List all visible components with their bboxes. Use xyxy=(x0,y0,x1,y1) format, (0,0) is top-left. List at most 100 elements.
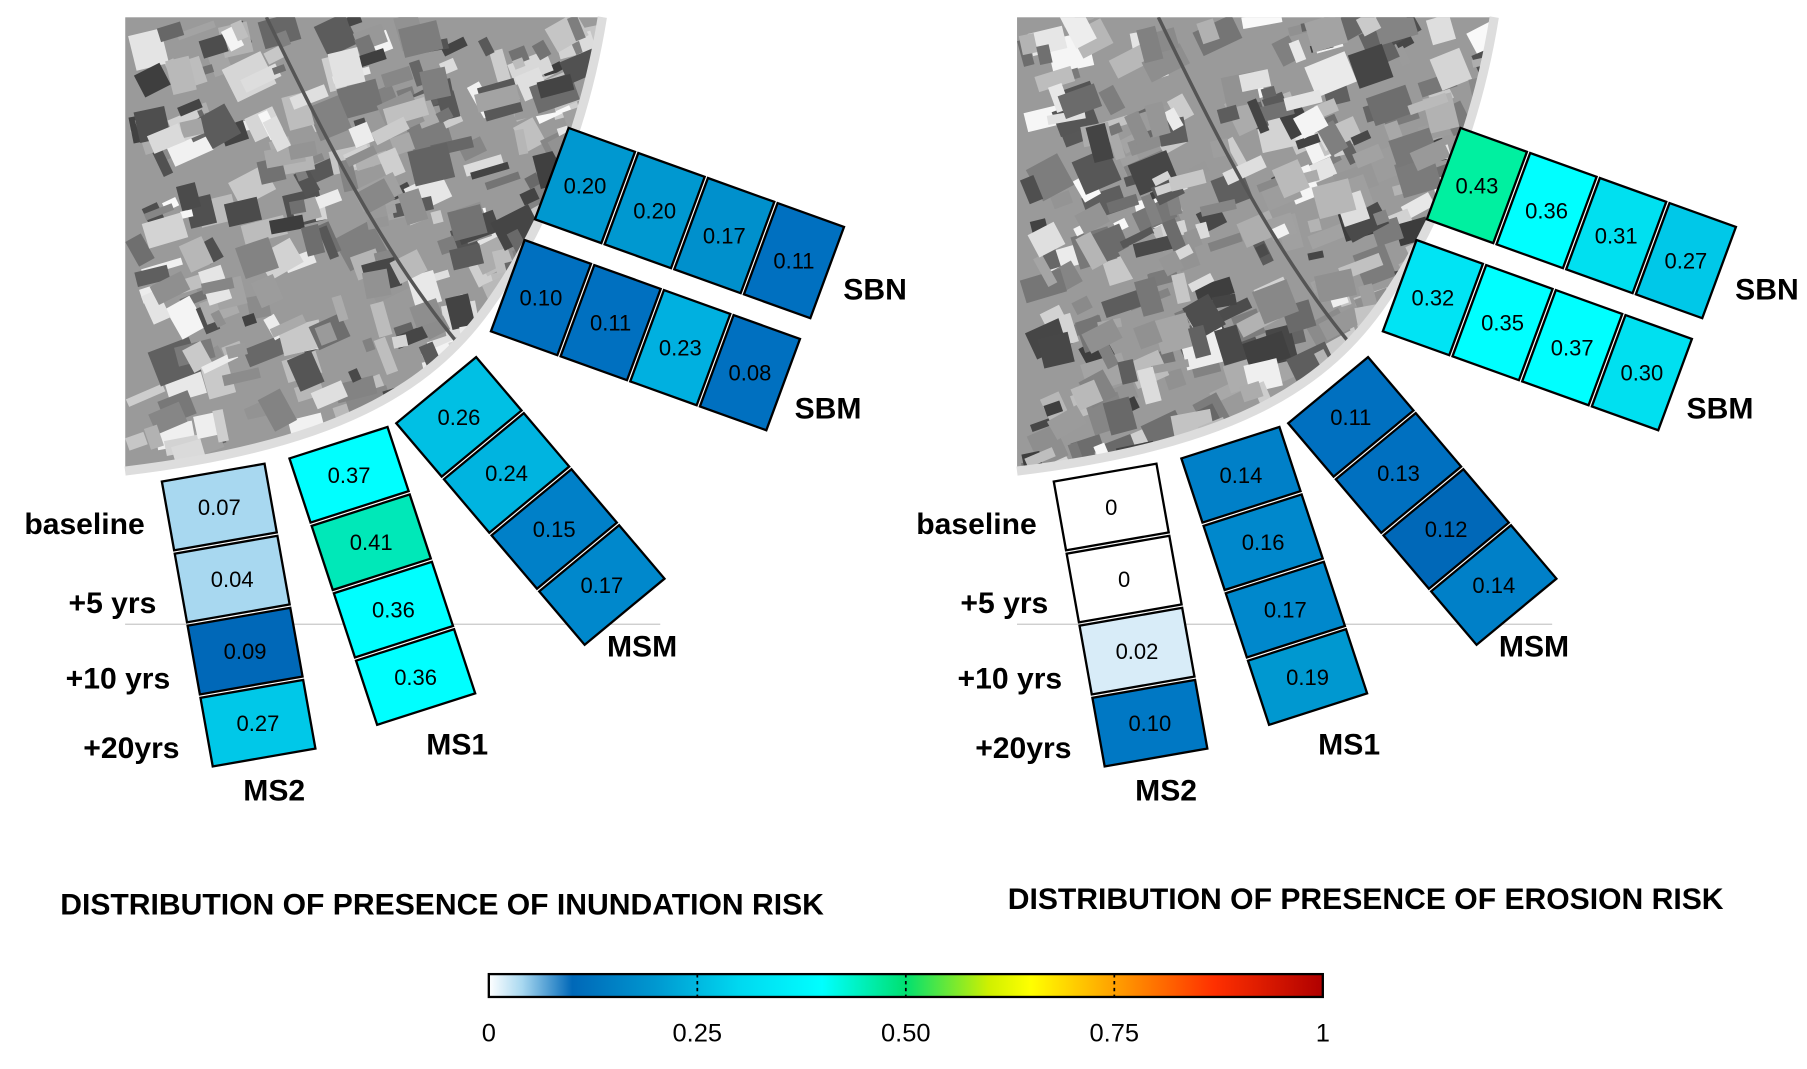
cell-value: 0.11 xyxy=(590,311,631,336)
colorbar-tick-label: 0.25 xyxy=(673,1020,723,1048)
risk-cell xyxy=(394,355,524,479)
site-label: MS2 xyxy=(243,774,305,807)
site-sbn: 0.20 0.20 0.17 0.11 xyxy=(533,126,846,320)
risk-cell xyxy=(489,238,593,357)
cell-value: 0.17 xyxy=(703,224,746,249)
row-label: +5 yrs xyxy=(960,587,1048,620)
risk-cell xyxy=(160,462,279,552)
risk-cell xyxy=(1495,151,1599,270)
risk-cell xyxy=(354,627,477,727)
risk-cell xyxy=(1634,201,1738,320)
cell-value: 0.10 xyxy=(1128,711,1171,736)
cell-value: 0.26 xyxy=(438,405,481,430)
risk-cell xyxy=(742,201,846,320)
risk-cell xyxy=(310,492,433,592)
cell-value: 0.07 xyxy=(198,495,241,520)
risk-cell xyxy=(1590,313,1694,432)
cell-value: 0.31 xyxy=(1595,224,1638,249)
risk-cell xyxy=(559,263,663,382)
risk-cell xyxy=(1286,355,1416,479)
row-label: +20yrs xyxy=(975,732,1071,765)
site-label: SBM xyxy=(795,393,862,426)
cell-value: 0.10 xyxy=(520,286,563,311)
row-label: baseline xyxy=(916,508,1036,541)
row-label: +20yrs xyxy=(83,732,179,765)
site-label: MS1 xyxy=(426,729,488,762)
cell-value: 0.15 xyxy=(533,517,576,542)
risk-cell xyxy=(1091,678,1209,768)
cell-value: 0.19 xyxy=(1286,665,1329,690)
risk-cell xyxy=(287,425,411,525)
site-msm: 0.26 0.24 0.15 0.17 xyxy=(394,355,667,647)
cell-value: 0.14 xyxy=(1472,573,1515,598)
risk-cell xyxy=(533,126,637,245)
cell-value: 0.37 xyxy=(328,463,371,488)
cell-value: 0.11 xyxy=(1330,405,1371,430)
cell-value: 0.27 xyxy=(1664,249,1707,274)
risk-cell xyxy=(1425,126,1529,245)
cell-value: 0.17 xyxy=(1264,598,1307,623)
site-label: MS2 xyxy=(1135,774,1197,807)
risk-cell xyxy=(1381,467,1511,591)
risk-cell xyxy=(332,560,455,659)
site-ms1: 0.14 0.16 0.17 0.19 xyxy=(1179,425,1369,727)
risk-cell xyxy=(173,534,292,624)
risk-cell xyxy=(1451,263,1555,382)
risk-cell xyxy=(186,606,304,696)
site-label: MS1 xyxy=(1318,729,1380,762)
cell-value: 0.43 xyxy=(1455,174,1498,199)
cell-value: 0.36 xyxy=(394,665,437,690)
colorbar-tick-label: 0.75 xyxy=(1090,1020,1140,1048)
cell-value: 0.27 xyxy=(237,711,280,736)
erosion-panel: 0 0 0.02 0.10 MS2 0.14 0.16 0.17 0.19 MS1 0.11 0.13… xyxy=(916,16,1799,807)
risk-cell xyxy=(1429,523,1559,647)
cell-value: 0.20 xyxy=(564,174,607,199)
site-label: MSM xyxy=(1499,630,1569,663)
cell-value: 0.13 xyxy=(1377,461,1420,486)
risk-cell xyxy=(1202,492,1325,592)
cell-value: 0.14 xyxy=(1220,463,1263,488)
site-ms2: 0 0 0.02 0.10 xyxy=(1052,462,1209,768)
row-label: +10 yrs xyxy=(958,662,1063,695)
inundation-title: DISTRIBUTION OF PRESENCE OF INUNDATION R… xyxy=(60,889,824,922)
cell-value: 0.04 xyxy=(211,567,254,592)
site-label: SBN xyxy=(1735,274,1799,307)
colorbar-tick-label: 0.50 xyxy=(881,1020,931,1048)
risk-cell xyxy=(628,288,732,407)
cell-value: 0 xyxy=(1105,495,1117,520)
colorbar: 0 0.25 0.50 0.75 1 xyxy=(482,972,1330,1048)
site-sbn: 0.43 0.36 0.31 0.27 xyxy=(1425,126,1738,320)
risk-cell xyxy=(672,176,776,295)
row-label: baseline xyxy=(24,508,144,541)
inundation-panel: 0.070.040.090.27MS20.370.410.360.36MS10.… xyxy=(24,16,907,807)
risk-cell xyxy=(603,151,707,270)
site-label: SBM xyxy=(1687,393,1754,426)
row-label: +5 yrs xyxy=(68,587,156,620)
site-label: SBN xyxy=(843,274,907,307)
risk-cell xyxy=(1065,534,1183,624)
site-msm: 0.11 0.13 0.12 0.14 xyxy=(1286,355,1559,647)
site-label: MSM xyxy=(607,630,677,663)
risk-cell xyxy=(442,411,571,535)
colorbar-tick-label: 1 xyxy=(1316,1020,1330,1048)
site-ms2: 0.07 0.04 0.09 0.27 xyxy=(160,462,317,768)
cell-value: 0.36 xyxy=(1525,199,1568,224)
risk-cell xyxy=(1052,462,1171,552)
cell-value: 0.12 xyxy=(1425,517,1468,542)
cell-value: 0.36 xyxy=(372,598,415,623)
risk-cell xyxy=(489,467,619,591)
cell-value: 0.32 xyxy=(1411,286,1454,311)
risk-cell xyxy=(1246,627,1369,727)
risk-cell xyxy=(537,523,667,647)
risk-cell xyxy=(1564,176,1668,295)
risk-cell xyxy=(698,313,802,432)
cell-value: 0.11 xyxy=(773,249,814,274)
colorbar-tick-label: 0 xyxy=(482,1020,496,1048)
cell-value: 0.09 xyxy=(224,639,267,664)
cell-value: 0.16 xyxy=(1242,530,1285,555)
risk-cell xyxy=(1179,425,1302,525)
cell-value: 0.20 xyxy=(633,199,676,224)
cell-value: 0 xyxy=(1118,567,1130,592)
cell-value: 0.08 xyxy=(729,361,772,386)
